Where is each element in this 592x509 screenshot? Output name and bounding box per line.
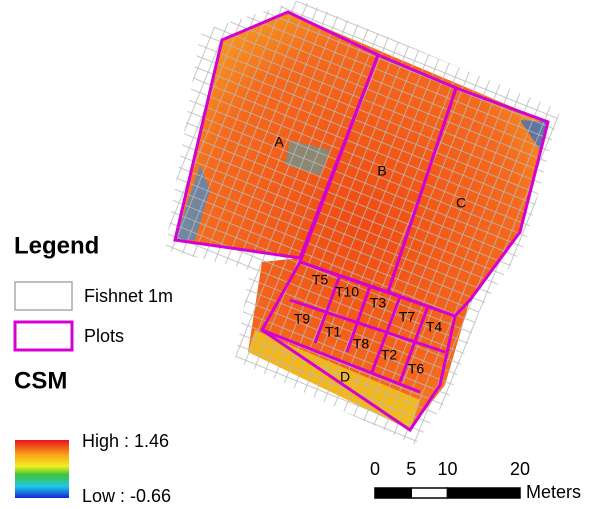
scale-tick-label: 10 bbox=[437, 459, 457, 479]
legend: Legend Fishnet 1m Plots CSM High : 1.46 … bbox=[14, 232, 173, 505]
color-ramp bbox=[15, 440, 69, 498]
map: A B C D T1 T2 T3 T4 T5 T6 T7 T8 T9 T10 L… bbox=[0, 0, 592, 509]
plot-label: T4 bbox=[426, 319, 443, 335]
plot-label: T9 bbox=[294, 311, 311, 327]
scale-tick-label: 20 bbox=[510, 459, 530, 479]
plot-label: D bbox=[340, 369, 350, 385]
plot-label: A bbox=[274, 134, 284, 150]
plot-label: T10 bbox=[335, 284, 359, 300]
scale-segment bbox=[448, 488, 521, 498]
low-label: Low : -0.66 bbox=[82, 486, 171, 506]
scale-tick-label: 5 bbox=[406, 459, 416, 479]
raster-name: CSM bbox=[14, 367, 67, 394]
plots-swatch bbox=[15, 322, 72, 350]
high-label: High : 1.46 bbox=[82, 431, 169, 451]
scale-segment bbox=[375, 488, 411, 498]
scalebar: 0 5 10 20 Meters bbox=[370, 459, 581, 502]
scale-unit: Meters bbox=[526, 482, 581, 502]
plot-label: T6 bbox=[408, 361, 425, 377]
plot-label: T3 bbox=[370, 295, 387, 311]
legend-item: Plots bbox=[84, 326, 124, 346]
scale-segment bbox=[411, 488, 447, 498]
plot-label: B bbox=[377, 163, 386, 179]
plot-label: C bbox=[456, 195, 466, 211]
plot-label: T7 bbox=[399, 309, 416, 325]
plot-label: T8 bbox=[353, 336, 370, 352]
fishnet-swatch bbox=[15, 282, 72, 310]
scale-tick-label: 0 bbox=[370, 459, 380, 479]
raster-field bbox=[165, 0, 560, 445]
legend-title: Legend bbox=[14, 232, 99, 259]
plot-label: T1 bbox=[325, 324, 342, 340]
plot-label: T2 bbox=[381, 347, 398, 363]
legend-item: Fishnet 1m bbox=[84, 286, 173, 306]
plot-label: T5 bbox=[312, 272, 329, 288]
